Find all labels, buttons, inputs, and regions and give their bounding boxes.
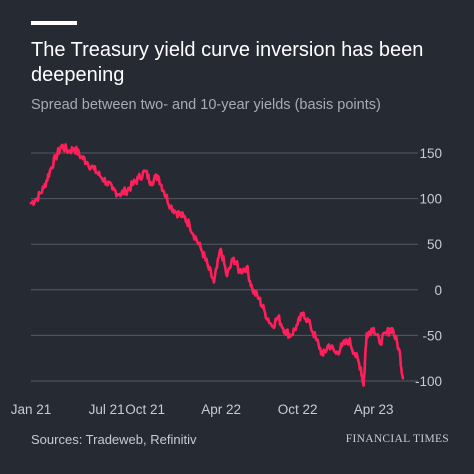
y-tick-label: 50	[427, 237, 442, 252]
source-note: Sources: Tradeweb, Refinitiv	[31, 432, 197, 447]
x-tick-label: Jan 21	[11, 402, 52, 417]
y-tick-label: 100	[419, 192, 442, 207]
x-tick-label: Oct 22	[278, 402, 318, 417]
x-tick-label: Apr 23	[354, 402, 394, 417]
y-tick-label: 150	[419, 146, 442, 161]
publisher-logo: FINANCIAL TIMES	[345, 433, 449, 445]
x-tick-label: Oct 21	[125, 402, 165, 417]
x-tick-label: Jul 21	[89, 402, 125, 417]
y-tick-label: 0	[434, 283, 442, 298]
chart-title: The Treasury yield curve inversion has b…	[31, 39, 424, 86]
x-tick-label: Apr 22	[201, 402, 241, 417]
y-tick-label: -100	[415, 374, 442, 389]
chart-subtitle: Spread between two- and 10-year yields (…	[31, 97, 381, 113]
series-line	[29, 143, 405, 387]
header-accent-bar	[31, 21, 77, 25]
y-tick-label: -50	[422, 328, 442, 343]
